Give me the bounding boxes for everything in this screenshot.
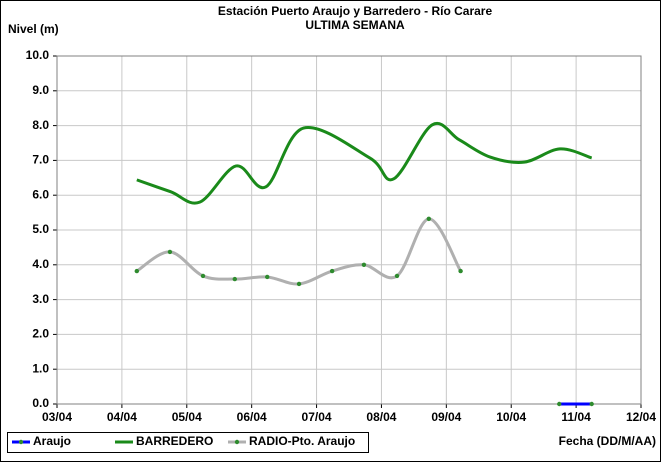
legend-marker: [234, 439, 240, 445]
point: [426, 216, 432, 222]
plot-area: [56, 55, 642, 405]
chart-subtitle: ULTIMA SEMANA: [305, 18, 405, 32]
point: [265, 274, 270, 280]
y-tick-label: 6.0: [32, 187, 49, 201]
x-tick-label: 10/04: [496, 410, 526, 424]
x-tick-label: 11/04: [561, 410, 591, 424]
y-tick-label: 7.0: [32, 153, 49, 167]
y-tick-label: 9.0: [32, 83, 49, 97]
y-tick-label: 1.0: [32, 361, 49, 375]
x-axis-label: Fecha (DD/M/AA): [559, 434, 656, 448]
point: [167, 249, 173, 255]
legend-label: BARREDERO: [136, 434, 213, 448]
point: [232, 276, 237, 282]
legend-label: Araujo: [33, 434, 71, 448]
point: [296, 281, 302, 287]
y-tick-label: 4.0: [32, 257, 49, 271]
x-tick-label: 08/04: [366, 410, 396, 424]
point: [134, 268, 140, 274]
point: [200, 273, 206, 279]
point: [458, 268, 463, 274]
x-tick-label: 12/04: [626, 410, 656, 424]
x-tick-label: 05/04: [172, 410, 202, 424]
legend-box: [7, 432, 369, 453]
point: [557, 401, 562, 407]
legend-label: RADIO-Pto. Araujo: [249, 434, 355, 448]
y-tick-label: 10.0: [26, 48, 50, 62]
legend-marker: [18, 439, 24, 445]
point: [394, 273, 400, 279]
point: [361, 262, 367, 267]
chart-title: Estación Puerto Araujo y Barredero - Río…: [218, 4, 493, 18]
point: [589, 401, 594, 407]
y-tick-label: 8.0: [32, 118, 49, 132]
y-tick-label: 5.0: [32, 222, 49, 236]
x-tick-label: 06/04: [237, 410, 267, 424]
y-tick-label: 2.0: [32, 327, 49, 341]
x-tick-label: 07/04: [302, 410, 332, 424]
y-axis-label: Nivel (m): [8, 22, 59, 36]
x-tick-label: 09/04: [431, 410, 461, 424]
x-tick-label: 04/04: [107, 410, 137, 424]
series-line: [136, 121, 593, 205]
point: [329, 268, 335, 274]
y-tick-label: 0.0: [32, 396, 49, 410]
y-tick-label: 3.0: [32, 292, 49, 306]
x-tick-label: 03/04: [42, 410, 72, 424]
